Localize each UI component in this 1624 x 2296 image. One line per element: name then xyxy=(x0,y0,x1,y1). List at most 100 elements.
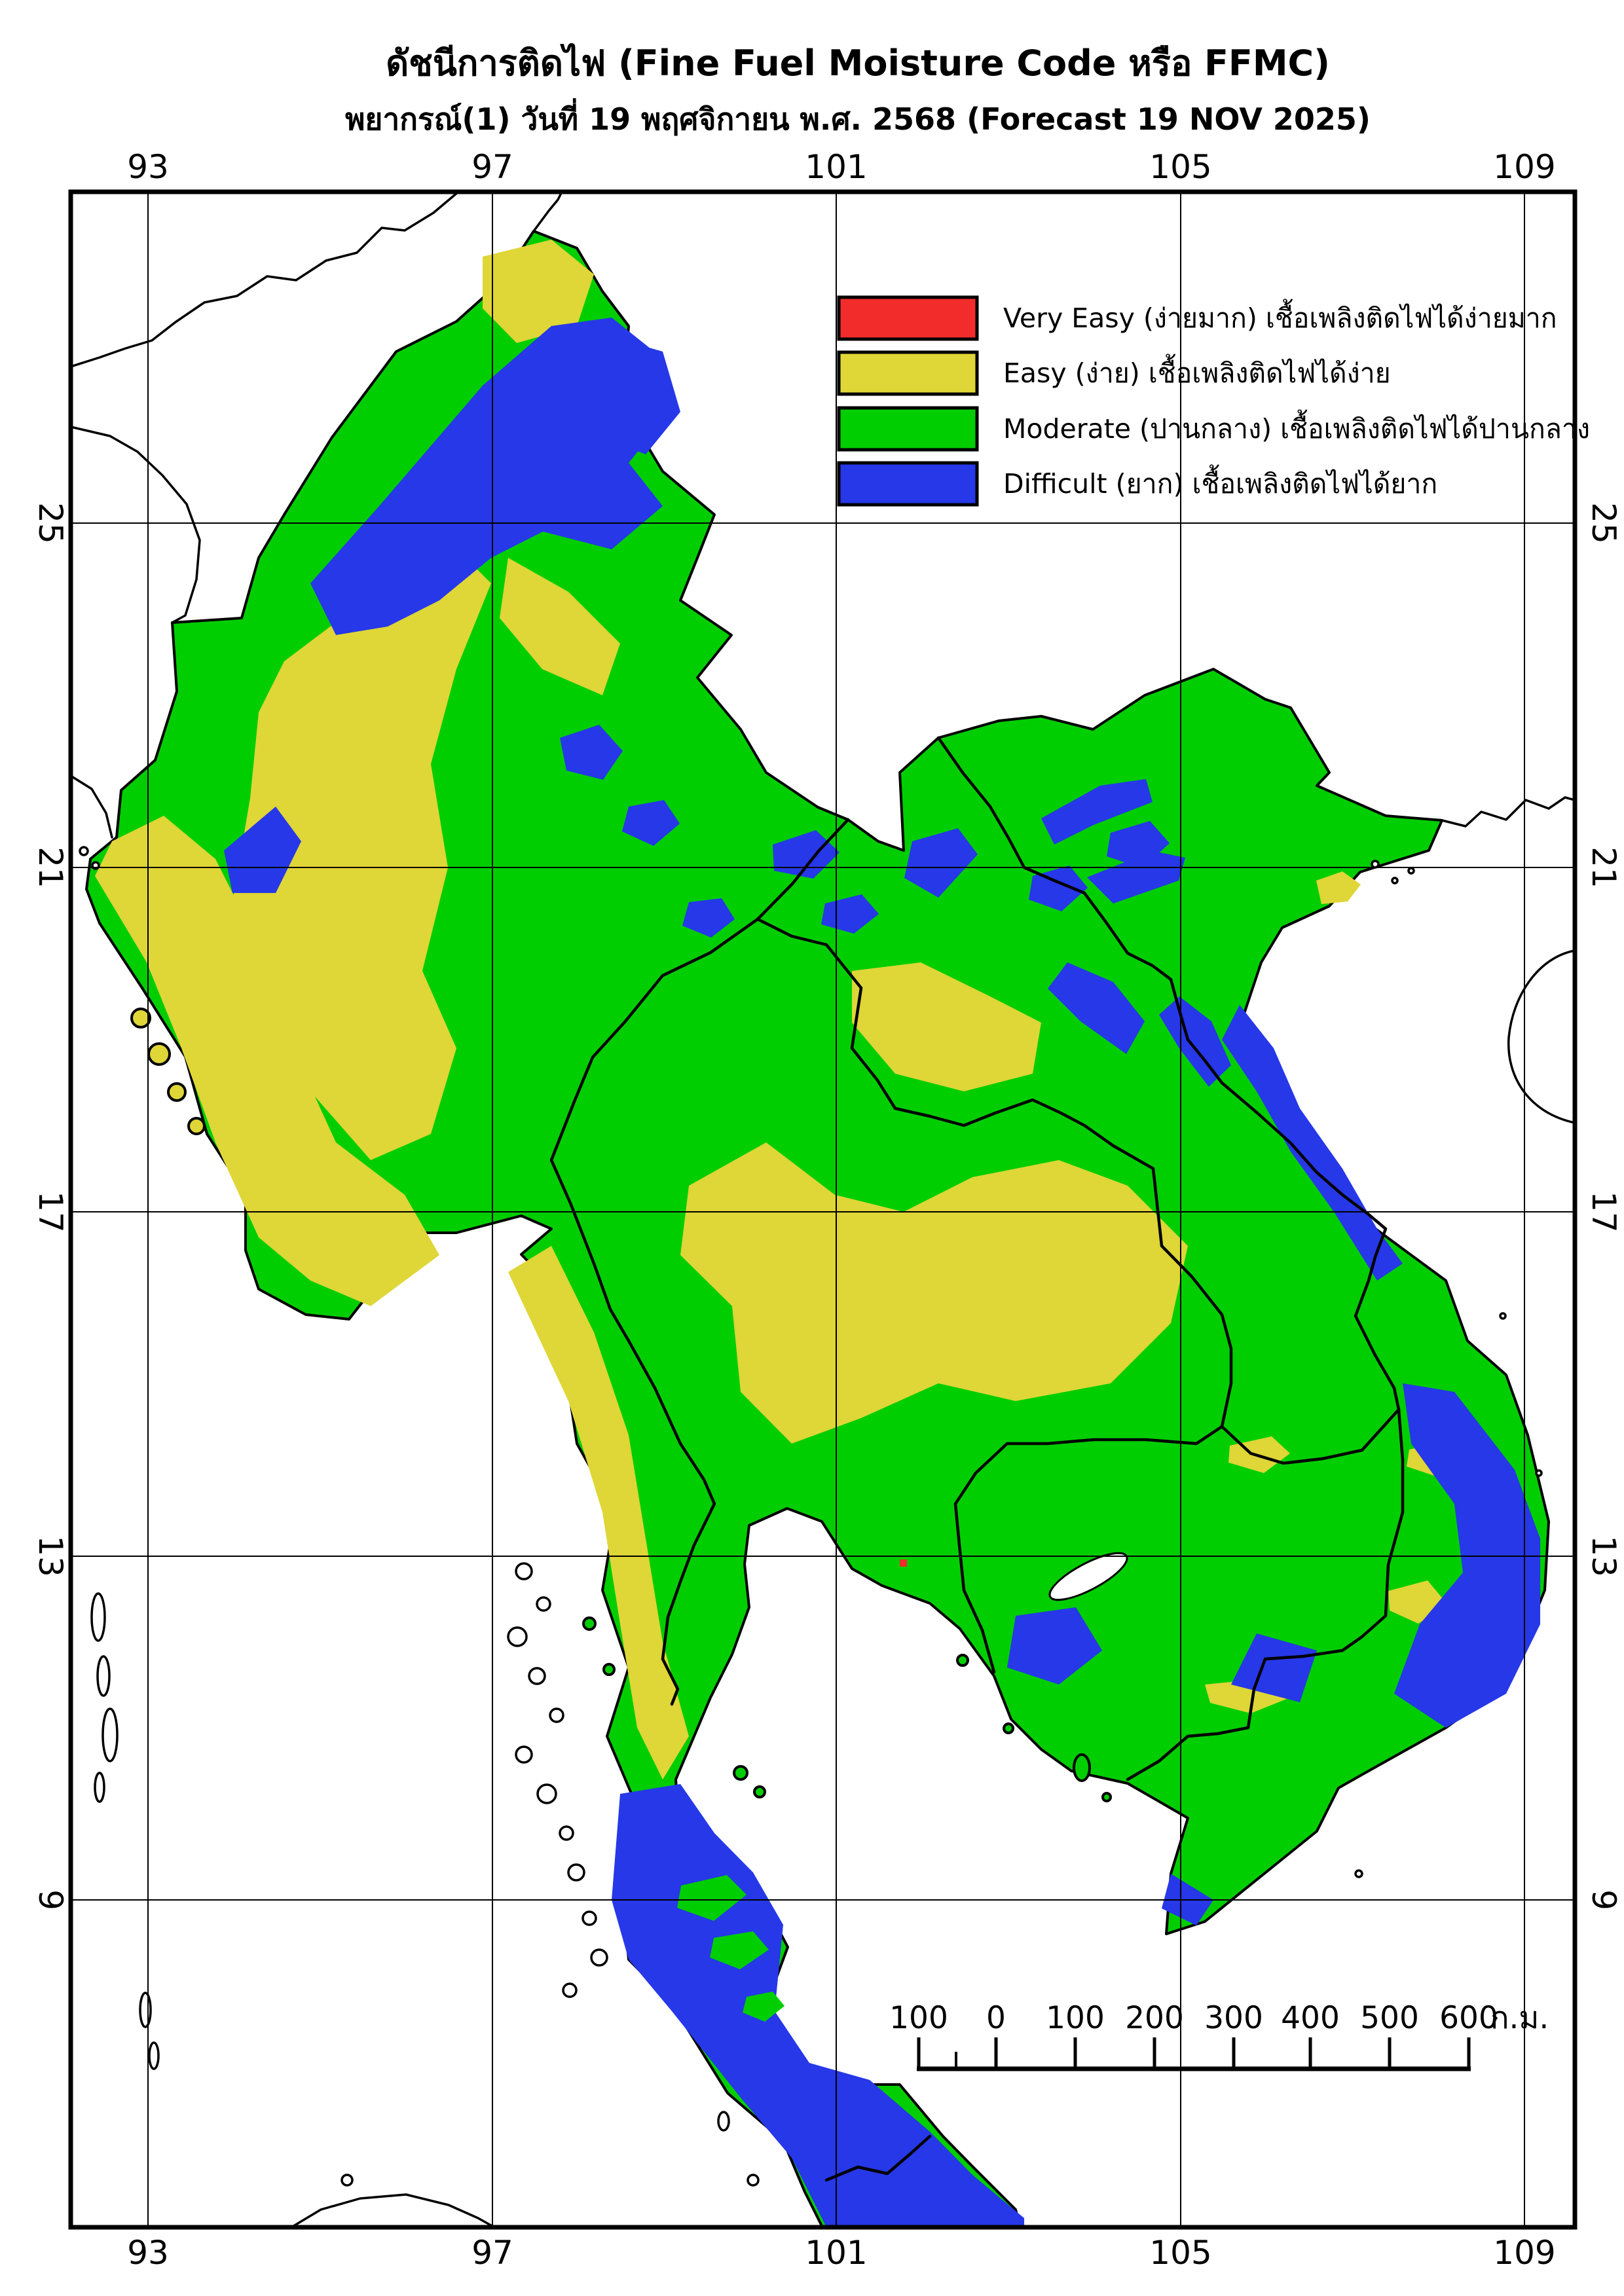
islands xyxy=(79,846,1543,2187)
legend-label: Difficult (ยาก) เชื้อเพลิงติดไฟได้ยาก xyxy=(1003,464,1437,500)
nicobar-island xyxy=(139,1992,152,2028)
page-title: ดัชนีการติดไฟ (Fine Fuel Moisture Code ห… xyxy=(386,43,1330,84)
easy-patch-central-thailand-khorat xyxy=(680,1142,1188,1444)
gulf-islet xyxy=(1101,1792,1112,1802)
mergui-island xyxy=(515,1562,533,1580)
nicobar-island xyxy=(148,2041,160,2070)
axis-tick-label: 25 xyxy=(1585,502,1623,544)
axis-tick-label: 9 xyxy=(1585,1889,1623,1910)
axis-tick-label: 17 xyxy=(31,1191,69,1233)
mergui-island xyxy=(590,1948,608,1967)
border-myanmar-thailand xyxy=(549,917,760,1706)
map-canvas xyxy=(71,192,1575,2227)
mergui-island xyxy=(549,1707,564,1723)
halong-islet xyxy=(1371,860,1380,869)
axis-tick-label: 9 xyxy=(31,1889,69,1910)
map-frame xyxy=(68,189,1578,2230)
legend-label: Very Easy (ง่ายมาก) เชื้อเพลิงติดไฟได้ง่… xyxy=(1003,299,1557,334)
axis-tick-label: 13 xyxy=(31,1535,69,1577)
koh-phangan-island xyxy=(733,1765,748,1781)
border-thailand-laos xyxy=(756,917,1233,1429)
moderate-patch-vietnam-notch xyxy=(1392,1510,1449,1550)
axis-tick-label: 21 xyxy=(31,847,69,888)
legend-item-moderate: Moderate (ปานกลาง) เชื้อเพลิงติดไฟได้ปาน… xyxy=(837,406,1590,452)
difficult-patch-shan-2 xyxy=(622,800,680,846)
easy-patch-tenasserim-coast xyxy=(508,1246,689,1779)
legend-label: Moderate (ปานกลาง) เชื้อเพลิงติดไฟได้ปาน… xyxy=(1003,409,1590,445)
andaman-island xyxy=(90,1592,106,1642)
vietnam-islet xyxy=(1499,1312,1507,1320)
axis-tick-label: 109 xyxy=(1493,2234,1555,2272)
andaman-island xyxy=(96,1655,111,1697)
weh-island xyxy=(341,2174,354,2187)
neighbor-country-outlines xyxy=(71,192,1575,2227)
easy-patch-central-laos xyxy=(852,962,1041,1091)
phu-quoc-island xyxy=(1073,1753,1091,1782)
axis-top-longitude-labels: 93 97 101 105 109 xyxy=(127,148,1556,186)
china-tibet-border-line xyxy=(532,192,563,232)
difficult-patch-shan-1 xyxy=(560,725,623,780)
legend-item-difficult: Difficult (ยาก) เชื้อเพลิงติดไฟได้ยาก xyxy=(837,461,1437,507)
langkawi-island xyxy=(717,2111,730,2132)
china-gulf-of-tonkin-coastline xyxy=(1441,796,1575,828)
easy-patch-haiphong-coast xyxy=(1316,871,1361,904)
difficult-patch-kachin-band xyxy=(310,318,663,635)
easy-patch-central-myanmar xyxy=(232,540,491,1160)
axis-tick-label: 109 xyxy=(1493,148,1555,186)
legend-item-very-easy: Very Easy (ง่ายมาก) เชื้อเพลิงติดไฟได้ง่… xyxy=(837,295,1557,341)
mergui-island xyxy=(515,1745,533,1764)
penang-island xyxy=(747,2174,760,2187)
axis-tick-label: 97 xyxy=(471,2234,513,2272)
difficult-patch-north-vietnam-3 xyxy=(1087,851,1185,903)
easy-patch-rakhine-delta xyxy=(95,816,439,1306)
rakhine-island xyxy=(167,1082,187,1102)
scale-bar-unit: ก.ม. xyxy=(1490,2000,1549,2036)
axis-right-latitude-labels: 25 21 17 13 9 xyxy=(1585,502,1623,1910)
border-laos-cambodia xyxy=(1220,1408,1401,1465)
graticule xyxy=(71,192,1575,2227)
mergui-island xyxy=(507,1626,528,1647)
rakhine-island xyxy=(130,1008,151,1029)
moderate-patch-peninsula-3 xyxy=(743,1992,784,2022)
delta-islet xyxy=(79,846,89,856)
axis-tick-label: 105 xyxy=(1149,148,1211,186)
scale-bar-label: 600 xyxy=(1439,2000,1498,2036)
legend-swatch-easy xyxy=(837,350,979,396)
mergui-island xyxy=(562,1982,578,1998)
axis-tick-label: 93 xyxy=(127,148,169,186)
halong-islet xyxy=(1407,867,1415,875)
difficult-patch-shan-3 xyxy=(682,898,735,938)
mergui-island-green xyxy=(582,1616,597,1631)
difficult-patch-kachin-east xyxy=(585,335,680,454)
difficult-patch-chin-hills xyxy=(224,807,301,893)
mergui-island xyxy=(567,1863,585,1882)
india-himalaya-border-line xyxy=(71,192,460,368)
scale-bar-label: 400 xyxy=(1281,2000,1340,2036)
difficult-patch-golden-triangle-1 xyxy=(773,830,840,879)
mergui-island xyxy=(536,1783,557,1804)
legend-swatch-difficult xyxy=(837,461,979,507)
hainan-island-outline xyxy=(1507,949,1575,1124)
easy-region-patches xyxy=(95,240,1463,1779)
legend-item-easy: Easy (ง่าย) เชื้อเพลิงติดไฟได้ง่าย xyxy=(837,350,1391,396)
difficult-patch-vietnam-coast-north xyxy=(1159,996,1231,1087)
legend-label: Easy (ง่าย) เชื้อเพลิงติดไฟได้ง่าย xyxy=(1003,354,1391,389)
axis-left-latitude-labels: 25 21 17 13 9 xyxy=(31,502,69,1910)
difficult-patch-north-vietnam-2 xyxy=(1041,779,1153,845)
koh-chang-island xyxy=(956,1654,969,1667)
axis-tick-label: 93 xyxy=(127,2234,169,2272)
axis-tick-label: 21 xyxy=(1585,847,1623,888)
india-assam-border-line xyxy=(71,426,201,624)
scale-bar-label: 300 xyxy=(1204,2000,1263,2036)
mergui-island xyxy=(581,1910,597,1926)
rakhine-island xyxy=(187,1117,206,1135)
border-vietnam-cambodia xyxy=(1126,1408,1405,1781)
scale-bar-label: 100 xyxy=(889,2000,948,2036)
andaman-island xyxy=(94,1772,105,1803)
moderate-patch-peninsula-1 xyxy=(677,1875,747,1921)
scale-bar-label: 200 xyxy=(1125,2000,1184,2036)
border-laos-vietnam xyxy=(936,736,1401,1412)
axis-tick-label: 105 xyxy=(1149,2234,1211,2272)
axis-tick-label: 17 xyxy=(1585,1191,1623,1233)
